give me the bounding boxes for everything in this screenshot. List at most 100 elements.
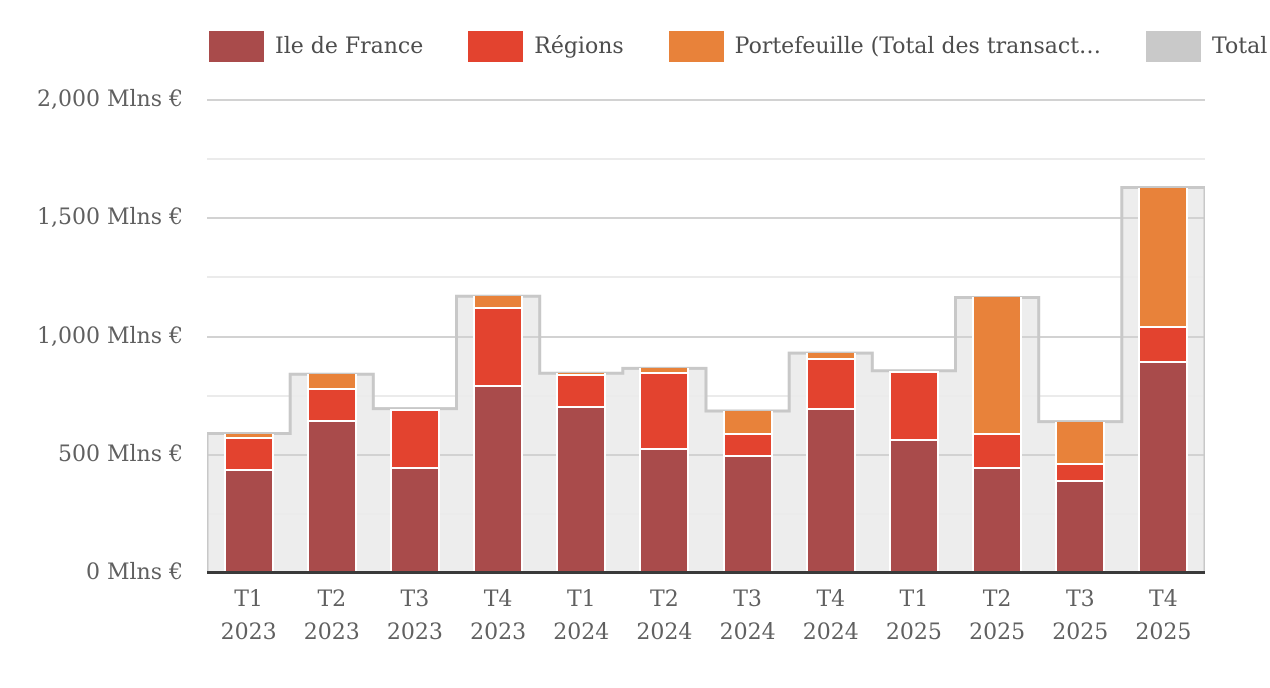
segment-r-gions[interactable] <box>974 434 1021 469</box>
bar-t1-2025[interactable] <box>888 370 939 573</box>
segment-ile-de-france[interactable] <box>225 471 272 573</box>
legend-swatch-icon <box>668 30 724 62</box>
x-tick-label: T2 2025 <box>956 583 1039 649</box>
x-tick-label: T4 2025 <box>1122 583 1205 649</box>
legend-item-2[interactable]: Régions <box>468 30 624 62</box>
x-tick-label: T1 2024 <box>540 583 623 649</box>
segment-ile-de-france[interactable] <box>724 457 771 573</box>
bar-t4-2023[interactable] <box>473 296 524 573</box>
bar-t1-2023[interactable] <box>223 433 274 573</box>
segment-portefeuille-total-des-transact[interactable] <box>1057 421 1104 466</box>
segment-portefeuille-total-des-transact[interactable] <box>558 373 605 376</box>
segment-portefeuille-total-des-transact[interactable] <box>974 297 1021 435</box>
segment-portefeuille-total-des-transact[interactable] <box>724 411 771 435</box>
legend-label: Régions <box>534 33 624 59</box>
x-tick-quarter: T3 <box>400 587 430 612</box>
x-tick-quarter: T4 <box>483 587 513 612</box>
x-axis-line <box>207 571 1205 574</box>
gridline <box>207 217 1205 220</box>
segment-ile-de-france[interactable] <box>308 421 355 573</box>
segment-ile-de-france[interactable] <box>641 450 688 573</box>
gridline <box>207 335 1205 338</box>
legend-label: Ile de France <box>275 33 424 59</box>
y-tick-label: 500 Mlns € <box>58 441 183 467</box>
x-tick-label: T1 2025 <box>872 583 955 649</box>
segment-portefeuille-total-des-transact[interactable] <box>225 433 272 440</box>
segment-portefeuille-total-des-transact[interactable] <box>807 353 854 361</box>
x-tick-quarter: T4 <box>816 587 846 612</box>
segment-portefeuille-total-des-transact[interactable] <box>475 296 522 310</box>
x-tick-quarter: T1 <box>234 587 263 612</box>
legend-item-3[interactable]: Portefeuille (Total des transact… <box>668 30 1101 62</box>
segment-r-gions[interactable] <box>308 389 355 422</box>
x-tick-quarter: T3 <box>1065 587 1095 612</box>
segment-r-gions[interactable] <box>225 439 272 472</box>
segment-r-gions[interactable] <box>1140 328 1187 363</box>
segment-portefeuille-total-des-transact[interactable] <box>1140 187 1187 329</box>
bar-t2-2025[interactable] <box>972 297 1023 573</box>
legend-label: Total <box>1212 33 1268 59</box>
segment-r-gions[interactable] <box>724 434 771 458</box>
segment-ile-de-france[interactable] <box>1057 481 1104 573</box>
bar-t4-2025[interactable] <box>1138 187 1189 573</box>
x-tick-year: 2025 <box>969 620 1026 645</box>
legend-swatch-icon <box>209 30 264 62</box>
y-tick-label: 2,000 Mlns € <box>37 87 183 112</box>
x-tick-label: T3 2024 <box>706 583 789 649</box>
bar-t3-2024[interactable] <box>722 411 773 573</box>
segment-r-gions[interactable] <box>807 360 854 410</box>
x-tick-year: 2025 <box>1052 620 1109 645</box>
segment-ile-de-france[interactable] <box>974 468 1021 573</box>
x-tick-quarter: T3 <box>733 587 762 612</box>
segment-r-gions[interactable] <box>558 375 605 408</box>
x-tick-label: T4 2024 <box>789 583 872 649</box>
x-tick-quarter: T2 <box>982 587 1012 612</box>
y-tick-label: 1,500 Mlns € <box>37 205 183 231</box>
segment-portefeuille-total-des-transact[interactable] <box>890 370 937 374</box>
gridline <box>207 158 1205 161</box>
x-tick-quarter: T1 <box>566 587 596 612</box>
segment-r-gions[interactable] <box>1057 465 1104 482</box>
x-tick-year: 2025 <box>1135 620 1192 645</box>
segment-portefeuille-total-des-transact[interactable] <box>391 408 438 412</box>
legend-swatch-icon <box>1146 30 1202 62</box>
segment-ile-de-france[interactable] <box>475 387 522 573</box>
gridline <box>207 99 1205 101</box>
x-tick-quarter: T2 <box>317 587 347 612</box>
x-tick-label: T2 2024 <box>623 583 706 649</box>
x-tick-year: 2023 <box>220 620 277 645</box>
x-tick-quarter: T2 <box>650 587 679 612</box>
y-tick-label: 1,000 Mlns € <box>37 323 183 349</box>
segment-r-gions[interactable] <box>641 374 688 450</box>
x-tick-year: 2023 <box>470 620 527 645</box>
segment-r-gions[interactable] <box>890 373 937 441</box>
bar-t2-2023[interactable] <box>306 374 357 573</box>
segment-ile-de-france[interactable] <box>807 409 854 573</box>
bar-t3-2025[interactable] <box>1055 421 1106 573</box>
x-tick-label: T4 2023 <box>457 583 540 649</box>
legend-item-4[interactable]: Total <box>1146 30 1268 62</box>
legend-item-1[interactable]: Ile de France <box>209 30 424 62</box>
bar-t2-2024[interactable] <box>639 368 690 573</box>
x-tick-year: 2024 <box>719 620 776 645</box>
segment-portefeuille-total-des-transact[interactable] <box>641 368 688 375</box>
segment-r-gions[interactable] <box>475 309 522 388</box>
bar-t4-2024[interactable] <box>805 353 856 573</box>
segment-ile-de-france[interactable] <box>391 468 438 573</box>
y-tick-label: 0 Mlns € <box>85 560 183 585</box>
x-tick-year: 2024 <box>802 620 859 645</box>
segment-portefeuille-total-des-transact[interactable] <box>308 374 355 390</box>
legend-swatch-icon <box>468 30 524 62</box>
x-tick-year: 2023 <box>303 620 360 645</box>
x-tick-year: 2024 <box>553 620 610 645</box>
x-tick-label: T2 2023 <box>290 583 373 649</box>
gridline <box>207 512 1205 515</box>
bar-t1-2024[interactable] <box>556 373 607 573</box>
segment-ile-de-france[interactable] <box>558 407 605 573</box>
segment-ile-de-france[interactable] <box>1140 362 1187 573</box>
segment-r-gions[interactable] <box>391 411 438 469</box>
x-tick-label: T3 2025 <box>1039 583 1122 649</box>
segment-ile-de-france[interactable] <box>890 440 937 573</box>
bar-t3-2023[interactable] <box>389 408 440 573</box>
